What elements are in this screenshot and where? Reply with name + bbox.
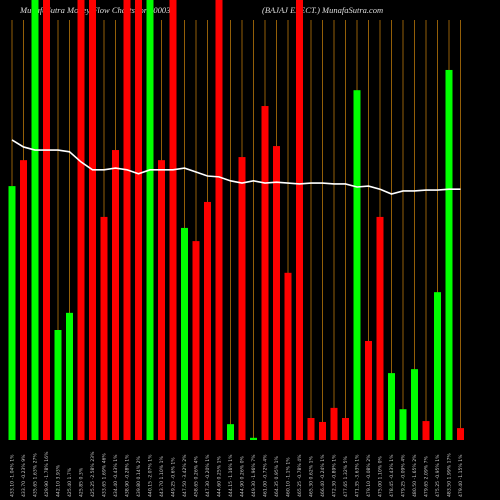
bar (20, 160, 27, 440)
x-tick-label: 475.00 1.10% 0% (378, 455, 384, 497)
x-tick-label: 471.35 -3.63% 1% (355, 454, 361, 497)
trend-line (11, 139, 461, 195)
x-tick-label: 443.70 1.10% 1% (159, 455, 165, 497)
x-tick-label: 438.90 -0.28% 1% (125, 454, 131, 497)
bar (89, 0, 96, 440)
x-tick-label: 460.10 -1.1% 1% (286, 457, 292, 497)
x-tick-label: 439.80 0.14% 2% (136, 455, 142, 497)
bar (261, 106, 269, 440)
bar (123, 0, 131, 440)
bar (284, 272, 292, 440)
x-tick-label: 433.10 -1.04% 1% (10, 454, 16, 497)
bar (227, 424, 234, 440)
x-tick-label: 465.30 0.62% 1% (309, 455, 315, 497)
x-tick-label: 434.40 -0.43% 1% (113, 454, 119, 497)
x-tick-label: 429.90 -1.78% 16% (44, 451, 50, 497)
bar (43, 0, 50, 440)
bar (100, 216, 108, 440)
x-tick-label: 447.30 -0.20% 1% (205, 454, 211, 497)
bar (112, 150, 119, 441)
bar (330, 407, 338, 440)
bar (31, 0, 39, 440)
bar (353, 90, 361, 440)
bar (181, 227, 188, 440)
bar (238, 157, 246, 440)
bar (411, 369, 418, 440)
x-tick-label: 483.50 1.99% 17% (447, 453, 453, 497)
bar (399, 409, 407, 440)
x-tick-label: 425.40 1.7% (67, 467, 73, 497)
bar (158, 160, 165, 440)
x-tick-label: 449.25 -0.6% 1% (171, 457, 177, 497)
x-tick-label: 435.65 1.63% 27% (33, 453, 39, 497)
bar (192, 241, 200, 440)
bar (296, 0, 303, 440)
bar (273, 146, 280, 440)
bar (215, 0, 223, 440)
x-tick-label: 479.25 -0.09% 4% (401, 454, 407, 497)
bar (457, 428, 464, 440)
x-tick-label: 477.65 1.32% 5% (343, 455, 349, 497)
x-tick-label: 475.25 -0.95% 1% (435, 454, 441, 497)
x-tick-label: 472.30 -0.89% 1% (332, 454, 338, 497)
bar (54, 330, 62, 440)
bar (422, 421, 430, 440)
x-tick-label: 433.65 1.69% 46% (102, 453, 108, 497)
bar (8, 186, 16, 440)
x-tick-label: 447.50 -3.42% 2% (182, 454, 188, 497)
bar (169, 0, 177, 440)
bar (77, 0, 85, 440)
chart-title: MunafaSutra Money Flow Charts for 500031 (19, 5, 175, 15)
bar (319, 421, 326, 440)
bar (388, 373, 395, 440)
bar (204, 201, 211, 440)
x-tick-label: 433.70 -0.23% 9% (21, 454, 27, 497)
x-tick-label: 449.30 -1.96% 7% (251, 454, 257, 497)
bar (445, 69, 453, 441)
bar (365, 341, 372, 440)
bar (66, 312, 73, 440)
x-tick-label: 425.85 0.3% (79, 467, 85, 497)
x-tick-label: 444.90 0.26% 0% (240, 455, 246, 497)
x-tick-label: 461.00 -0.72% 4% (263, 454, 269, 497)
bar (376, 216, 384, 440)
bar (250, 437, 257, 440)
bar (146, 0, 154, 440)
x-tick-label: 478.45 -0.43% 1% (389, 454, 395, 497)
x-tick-label: 442.10 3.93% (56, 464, 62, 497)
x-tick-label: 479.65 2.09% 7% (424, 455, 430, 497)
x-tick-label: 440.15 -2.07% 1% (148, 454, 154, 497)
x-tick-label: 444.15 -1.16% 1% (228, 454, 234, 497)
x-tick-label: 479.10 -0.08% 2% (366, 454, 372, 497)
bar (434, 292, 441, 440)
bar (307, 418, 315, 440)
x-tick-label: 458.65 0.26% 4% (194, 455, 200, 497)
bar (342, 418, 349, 440)
x-tick-label: 466.40 -0.24% 1% (320, 454, 326, 497)
bar (135, 0, 142, 440)
x-tick-label: 444.60 0.25% 1% (217, 455, 223, 497)
chart-subtitle: (BAJAJ ELECT.) MunafaSutra.com (262, 5, 383, 15)
x-tick-label: 465.25 -0.78% 4% (297, 454, 303, 497)
x-tick-label: 479.40 -1.15% 1% (458, 454, 464, 497)
x-tick-label: 464.35 0.95% 1% (274, 455, 280, 497)
x-tick-label: 480.50 -1.65% 2% (412, 454, 418, 497)
x-tick-label: 425.25 -2.58% 23% (90, 451, 96, 497)
